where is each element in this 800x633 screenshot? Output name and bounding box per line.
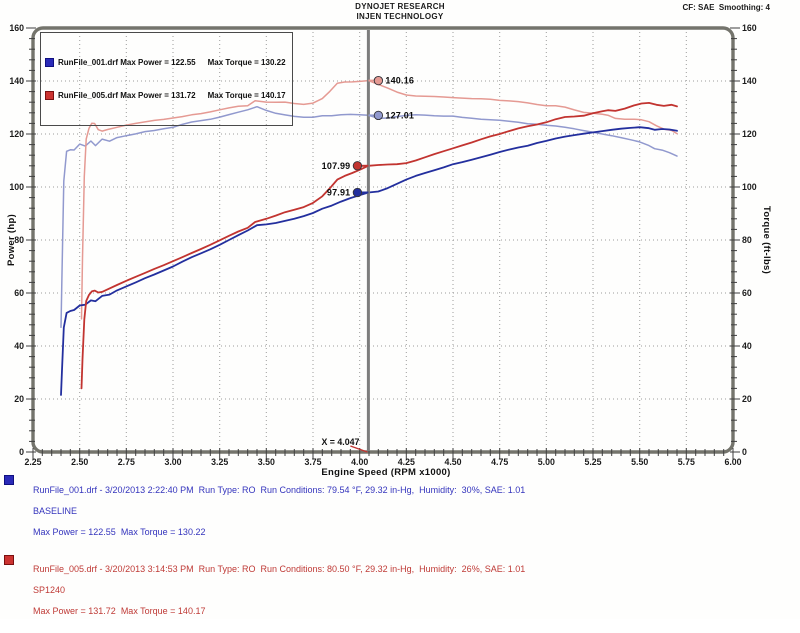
run-entry-sp1240: RunFile_005.drf - 3/20/2013 3:14:53 PM R… [4, 554, 525, 628]
torque-red-cursor-value: 140.16 [385, 76, 414, 86]
run-entry-baseline: RunFile_001.drf - 3/20/2013 2:22:40 PM R… [4, 474, 525, 548]
legend-run2-torque: Max Torque = 140.17 [207, 91, 286, 100]
torque-axis-tick-label: 100 [742, 182, 757, 192]
power-red-curve [80, 102, 678, 390]
power-red-cursor-value: 107.99 [322, 161, 351, 171]
run1-name: BASELINE [33, 505, 78, 516]
torque-blue-curve [60, 105, 678, 329]
rpm-axis-title: Engine Speed (RPM x1000) [321, 467, 450, 478]
cursor-x-readout: X = 4.047 [321, 437, 359, 447]
torque-axis-tick-label: 80 [742, 235, 752, 245]
torque-axis-tick-label: 40 [742, 341, 752, 351]
run2-color-square-icon [4, 554, 14, 565]
shop-title: INJEN TECHNOLOGY [356, 12, 444, 21]
torque-axis-tick-label: 140 [742, 76, 757, 86]
power-axis-title: Power (hp) [6, 214, 17, 266]
power-blue-curve [60, 126, 678, 396]
run2-name: SP1240 [33, 585, 66, 595]
run1-details: RunFile_001.drf - 3/20/2013 2:22:40 PM R… [33, 484, 526, 495]
torque-axis-tick-label: 60 [742, 288, 752, 298]
dyno-chart: 0 0 20 20 40 40 60 60 80 80 100 100 120 120 140 140 160 1… [6, 23, 772, 478]
power-axis-tick-label: 160 [9, 23, 24, 33]
power-axis-tick-label: 120 [9, 129, 24, 139]
run2-color-swatch-icon [45, 91, 54, 100]
rpm-axis-tick-label: 3.75 [304, 457, 321, 467]
power-axis-tick-label: 0 [19, 447, 24, 457]
torque-axis-tick-label: 120 [742, 129, 757, 139]
torque-blue-cursor-dot[interactable] [373, 110, 384, 121]
rpm-axis-tick-label: 4.75 [491, 457, 508, 467]
legend-row-run1: RunFile_001.drf Max Power = 122.55 Max To… [45, 57, 286, 68]
dyno-graph-page: 0 0 20 20 40 40 60 60 80 80 100 100 120 120 140 140 160 1… [4, 2, 772, 616]
run1-max-values: Max Power = 122.55 Max Torque = 130.22 [33, 526, 206, 537]
company-title: DYNOJET RESEARCH [355, 2, 445, 11]
power-axis-tick-label: 140 [9, 76, 24, 86]
rpm-axis-tick-label: 3.25 [211, 457, 228, 467]
rpm-axis-tick-label: 3.50 [258, 457, 275, 467]
power-red-cursor-dot[interactable] [352, 161, 363, 171]
legend-run2-power: RunFile_005.drf Max Power = 131.72 [58, 91, 196, 100]
power-axis-tick-label: 40 [14, 341, 24, 351]
power-axis-tick-label: 100 [9, 182, 24, 192]
rpm-axis-tick-label: 5.00 [538, 457, 555, 467]
legend-run1-torque: Max Torque = 130.22 [207, 58, 286, 67]
torque-axis-tick-label: 0 [742, 447, 747, 457]
torque-red-cursor-dot[interactable] [373, 75, 384, 86]
run1-color-square-icon [4, 475, 14, 485]
torque-blue-cursor-value: 127.01 [385, 110, 414, 120]
rpm-axis-tick-label: 4.25 [398, 457, 415, 467]
torque-axis-tick-label: 20 [742, 394, 752, 404]
rpm-axis-tick-label: 4.50 [444, 457, 461, 467]
correction-smoothing-label: CF: SAE Smoothing: 4 [682, 3, 770, 12]
legend-row-run2: RunFile_005.drf Max Power = 131.72 Max To… [45, 90, 286, 101]
report-header: DYNOJET RESEARCH INJEN TECHNOLOGY [355, 2, 445, 22]
torque-axis-title: Torque (ft-lbs) [761, 206, 772, 274]
run2-max-values: Max Power = 131.72 Max Torque = 140.17 [33, 606, 206, 616]
rpm-axis-tick-label: 2.50 [71, 457, 88, 467]
rpm-axis-tick-label: 5.50 [631, 457, 648, 467]
power-axis-tick-label: 80 [14, 235, 24, 245]
rpm-axis-tick-label: 6.00 [724, 457, 741, 467]
rpm-axis-tick-label: 2.75 [118, 457, 135, 467]
torque-red-curve [80, 79, 678, 320]
cursor-x-leader-line [350, 445, 368, 453]
rpm-axis-tick-label: 4.00 [351, 457, 368, 467]
power-blue-cursor-dot[interactable] [352, 187, 363, 198]
rpm-axis-tick-label: 5.25 [584, 457, 601, 467]
legend-run1-power: RunFile_001.drf Max Power = 122.55 [58, 58, 196, 67]
power-axis-tick-label: 20 [14, 394, 24, 404]
legend-box: RunFile_001.drf Max Power = 122.55 Max To… [40, 32, 293, 126]
rpm-axis-tick-label: 3.00 [164, 457, 181, 467]
torque-axis-tick-label: 160 [742, 23, 757, 33]
power-axis-tick-label: 60 [14, 288, 24, 298]
run2-details: RunFile_005.drf - 3/20/2013 3:14:53 PM R… [33, 564, 526, 574]
rpm-axis-tick-label: 5.75 [678, 457, 695, 467]
rpm-axis-tick-label: 2.25 [24, 457, 41, 467]
run1-color-swatch-icon [45, 58, 54, 67]
run-info-block: RunFile_001.drf - 3/20/2013 2:22:40 PM R… [4, 474, 525, 633]
power-blue-cursor-value: 97.91 [327, 188, 351, 198]
